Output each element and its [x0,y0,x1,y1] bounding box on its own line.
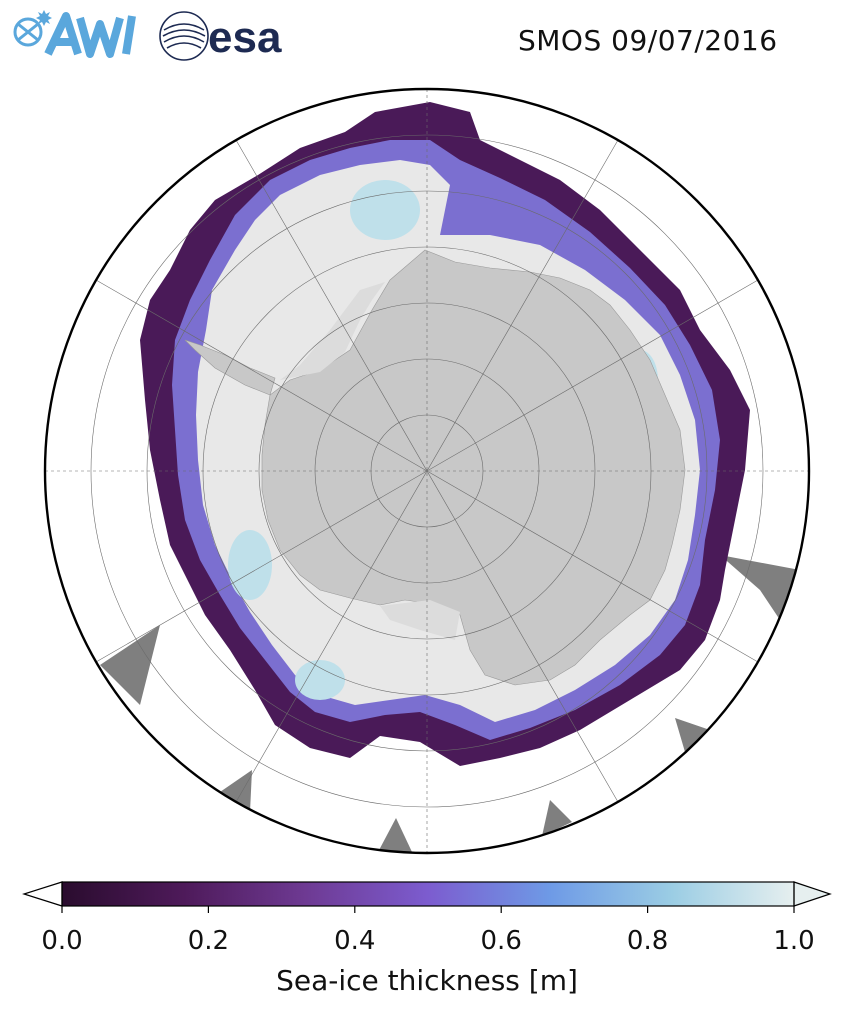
antarctica [261,249,686,686]
antarctic-peninsula [184,339,276,396]
colorbar-frame [61,881,795,907]
globe-outline [43,87,811,855]
colorbar-tick-label: 0.8 [626,926,669,956]
ice-shelf [280,282,385,380]
colorbar-extend-low [22,881,63,907]
svg-text:esa: esa [208,13,282,62]
no-data-wedge [100,625,160,705]
colorbar-label: Sea-ice thickness [m] [276,964,578,997]
colorbar-gradient [62,882,794,906]
colorbar [22,881,832,913]
colorbar-tick-label: 0.2 [187,926,230,956]
colorbar-tick-label: 0.4 [334,926,376,956]
sea-ice-patch [350,180,420,240]
colorbar-tick-label: 0.6 [480,926,522,956]
colorbar-extend-high [793,881,832,907]
sea-ice-patch [295,660,345,700]
graticule [45,89,809,853]
sea-ice-patch [228,530,272,600]
no-data-wedge [675,718,710,752]
no-data-wedge [378,818,412,852]
no-data-wedge [542,800,572,836]
ice-shelf [380,600,460,640]
no-data-wedge [220,770,252,812]
esa-logo: esa [159,11,282,62]
colorbar-ticks [61,906,795,913]
map-title: SMOS 09/07/2016 [518,24,778,57]
no-data-wedge [720,555,800,620]
awi-logo [13,10,136,58]
colorbar-tick-label: 1.0 [773,926,815,956]
colorbar-tick-label: 0.0 [41,926,83,956]
